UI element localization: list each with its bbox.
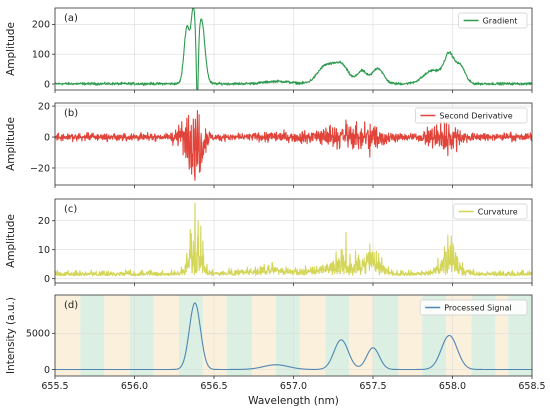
y-axis-label: Intensity (a.u.)	[5, 297, 17, 374]
panel-4: 0 5000 655.5 656.0 656.5 657.0 657.5 658.0 658.5…	[5, 294, 546, 407]
panel-2: −20 0 20 Amplitude (b) Second Derivative	[5, 101, 533, 188]
background-band	[252, 295, 277, 376]
legend-box	[415, 107, 528, 124]
y-axis-label: Amplitude	[5, 214, 17, 268]
background-band	[55, 295, 81, 376]
y-tick-label: 10	[38, 245, 50, 256]
background-band	[299, 295, 326, 376]
y-tick-label: 0	[44, 274, 50, 285]
x-tick-label: 658.0	[439, 381, 466, 392]
background-band	[276, 295, 300, 376]
background-band	[104, 295, 130, 376]
y-tick-label: 0	[44, 132, 50, 143]
x-tick-label: 656.5	[200, 381, 227, 392]
series-line-gradient	[55, 8, 532, 90]
background-band	[349, 295, 373, 376]
y-tick-label: 0	[44, 365, 50, 376]
background-band	[398, 295, 423, 376]
legend-label: Second Derivative	[439, 112, 512, 121]
y-tick-label: 20	[38, 216, 50, 227]
background-band	[226, 295, 253, 376]
y-tick-label: −20	[30, 163, 50, 174]
panel-label: (c)	[64, 204, 77, 215]
panel-label: (d)	[64, 300, 78, 311]
y-tick-label: 0	[44, 79, 50, 90]
legend-box	[419, 299, 528, 316]
legend-box	[458, 12, 528, 29]
y-tick-label: 100	[32, 50, 50, 61]
panel-label: (a)	[64, 13, 78, 24]
legend-label: Processed Signal	[444, 304, 511, 313]
y-tick-label: 5000	[26, 329, 50, 340]
x-tick-label: 655.5	[41, 381, 68, 392]
series-line-second-derivative	[55, 110, 532, 181]
x-axis-label: Wavelength (nm)	[248, 395, 339, 407]
x-tick-label: 658.5	[518, 381, 545, 392]
legend-box	[453, 203, 528, 220]
legend-label: Gradient	[483, 17, 518, 26]
background-band	[153, 295, 180, 376]
panel-label: (b)	[64, 108, 78, 119]
x-tick-label: 657.0	[280, 381, 307, 392]
y-axis-label: Amplitude	[5, 117, 17, 171]
y-axis-label: Amplitude	[5, 22, 17, 76]
panel-1: 0 100 200 Amplitude (a) Gradient	[5, 7, 533, 93]
series-line-curvature	[55, 202, 532, 277]
y-tick-label: 200	[32, 20, 50, 31]
x-tick-label: 656.0	[121, 381, 148, 392]
series-line-processed-signal	[55, 302, 532, 371]
background-band	[325, 295, 350, 376]
background-band	[373, 295, 399, 376]
panel-3: 0 10 20 Amplitude (c) Curvature	[5, 198, 533, 286]
background-band	[129, 295, 154, 376]
legend-label: Curvature	[478, 208, 518, 217]
y-tick-label: 20	[38, 101, 50, 112]
x-tick-label: 657.5	[359, 381, 386, 392]
background-band	[80, 295, 105, 376]
background-band	[202, 295, 227, 376]
